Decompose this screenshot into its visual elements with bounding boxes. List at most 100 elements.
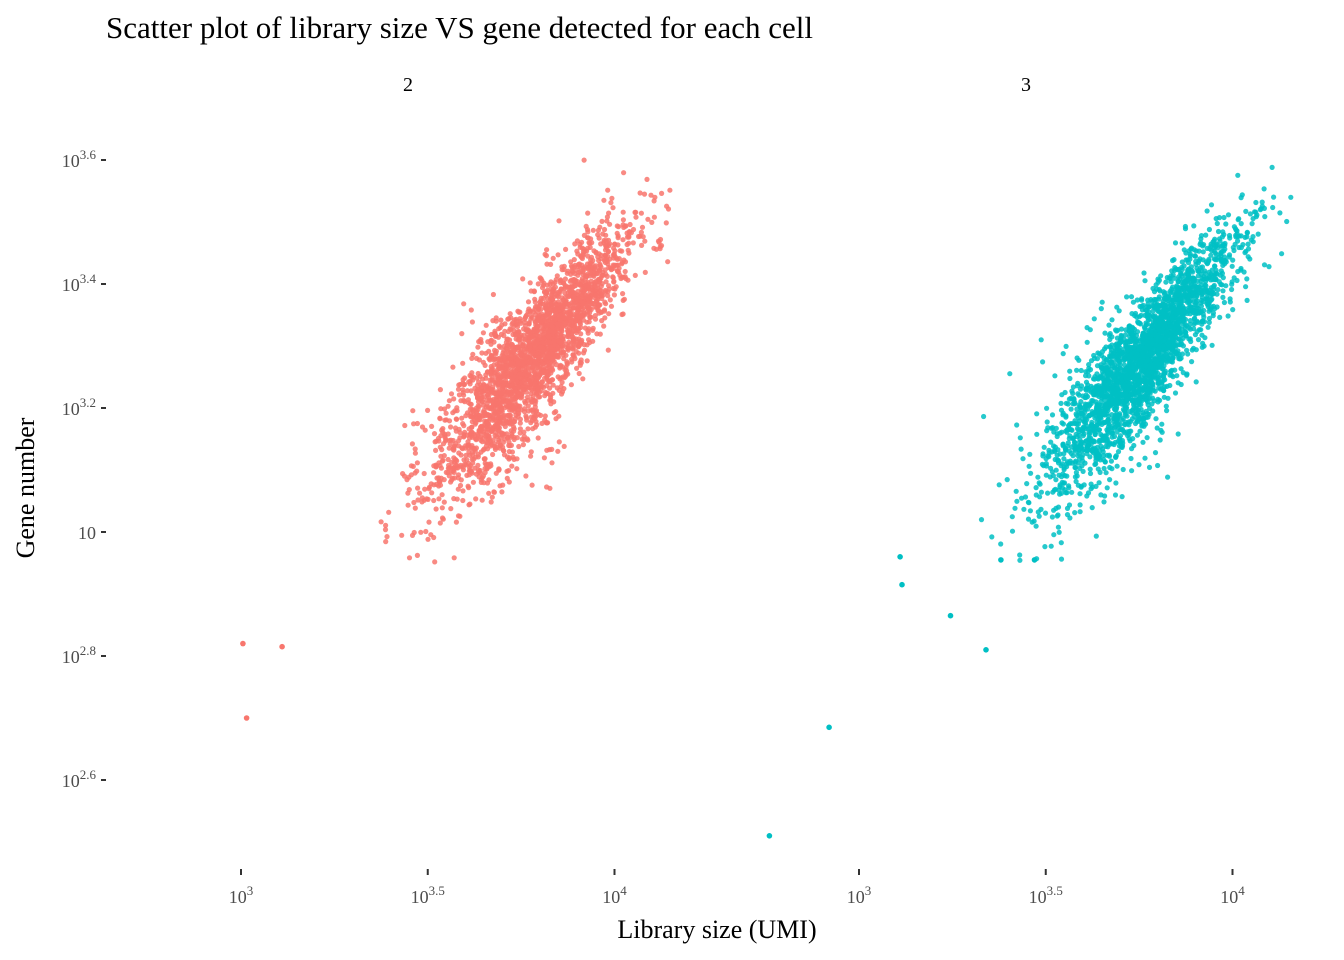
data-point	[386, 509, 392, 515]
data-point	[1179, 240, 1185, 246]
data-point	[451, 455, 457, 461]
data-point	[1103, 470, 1109, 476]
data-point	[1108, 347, 1114, 353]
data-point	[1065, 401, 1071, 407]
data-point	[475, 452, 481, 458]
data-point	[488, 353, 495, 359]
data-point	[544, 261, 550, 267]
data-point	[552, 284, 559, 290]
data-point	[1187, 251, 1193, 257]
data-point	[481, 480, 487, 486]
data-point	[1201, 343, 1207, 349]
data-point	[1035, 474, 1041, 480]
data-point	[453, 462, 459, 468]
data-point	[602, 287, 608, 294]
data-point	[499, 489, 505, 495]
data-point	[644, 176, 650, 182]
data-point	[1223, 221, 1229, 227]
data-point	[503, 402, 509, 409]
data-point	[532, 359, 538, 366]
data-point	[529, 350, 536, 356]
data-point	[610, 274, 616, 280]
data-point	[1048, 449, 1055, 455]
data-point	[435, 435, 442, 441]
data-point	[561, 375, 568, 381]
data-point	[1058, 490, 1065, 496]
data-point	[546, 339, 552, 345]
data-point	[1138, 312, 1144, 318]
data-point	[620, 237, 626, 243]
data-point	[484, 432, 490, 438]
data-point	[599, 281, 605, 287]
data-point	[1205, 290, 1212, 296]
data-point	[562, 283, 569, 289]
data-point	[473, 355, 480, 361]
data-point	[1093, 533, 1099, 539]
data-point	[425, 536, 431, 542]
data-point	[638, 229, 645, 235]
data-point	[493, 318, 499, 324]
data-point	[611, 292, 618, 298]
data-point	[555, 252, 561, 258]
data-point	[1137, 428, 1143, 434]
data-point	[626, 234, 632, 240]
data-point	[1249, 221, 1255, 227]
data-point	[528, 449, 534, 455]
data-point	[486, 490, 492, 496]
data-point	[645, 216, 651, 222]
data-point	[1144, 435, 1150, 441]
data-point	[431, 497, 437, 504]
data-point	[1128, 455, 1134, 462]
data-point	[1214, 220, 1220, 227]
data-point	[1202, 268, 1208, 274]
data-point	[431, 482, 437, 488]
data-point	[1169, 367, 1175, 373]
data-point	[1212, 257, 1218, 263]
data-point	[1128, 294, 1135, 300]
data-point	[504, 475, 510, 481]
data-point	[622, 268, 628, 275]
data-point	[1146, 328, 1152, 334]
data-point	[414, 460, 420, 466]
data-point	[534, 323, 540, 329]
data-point	[454, 416, 460, 422]
data-point	[443, 417, 449, 423]
data-point	[453, 519, 459, 525]
data-point	[504, 435, 511, 441]
data-point	[525, 437, 531, 443]
data-point	[405, 490, 411, 496]
data-point	[1160, 314, 1166, 320]
data-point	[414, 420, 420, 427]
data-point	[649, 219, 655, 225]
data-point	[989, 534, 995, 540]
data-point	[1191, 223, 1197, 229]
data-point	[1255, 231, 1261, 237]
data-point	[604, 218, 610, 224]
data-point	[492, 369, 498, 375]
data-point	[1099, 299, 1105, 305]
data-point	[621, 296, 628, 302]
data-point	[642, 238, 648, 244]
data-point	[1181, 263, 1187, 269]
data-point	[1058, 540, 1064, 546]
data-point	[1043, 461, 1049, 467]
data-point	[501, 353, 507, 359]
data-point	[648, 192, 654, 198]
data-point	[614, 223, 620, 229]
data-point	[551, 410, 557, 416]
data-point	[466, 379, 472, 385]
data-point	[534, 328, 541, 334]
data-point	[1085, 490, 1092, 496]
data-point	[651, 214, 658, 220]
data-point	[417, 490, 423, 496]
data-point	[542, 375, 548, 381]
data-point	[473, 471, 479, 477]
data-point	[1155, 462, 1161, 469]
data-point	[1200, 257, 1206, 263]
data-point	[1204, 208, 1210, 214]
data-point	[476, 416, 482, 422]
data-point	[431, 534, 437, 541]
data-point	[429, 423, 435, 429]
data-point	[493, 390, 499, 396]
data-point	[577, 282, 583, 288]
